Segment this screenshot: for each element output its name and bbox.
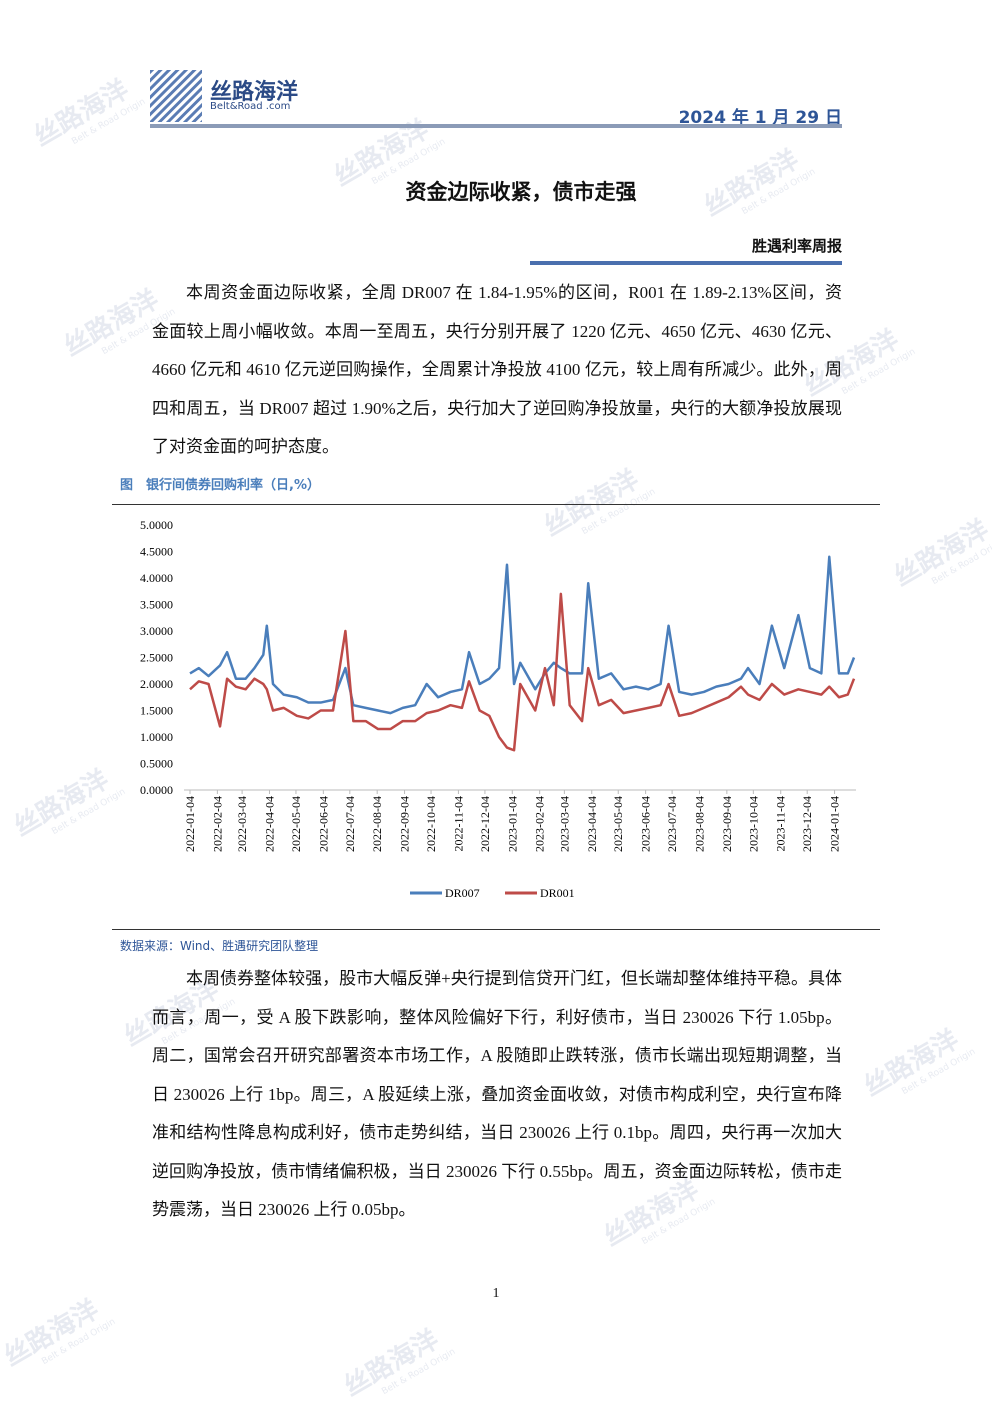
x-tick-label: 2022-09-04 [398,796,412,852]
x-tick-label: 2023-01-04 [505,796,519,852]
paragraph: 本周资金面边际收紧，全周 DR007 在 1.84-1.95%的区间，R001 … [152,283,842,456]
watermark: 丝路海洋 Belt & Road Origin [8,764,128,843]
paragraph: 本周债券整体较强，股市大幅反弹+央行提到信贷开门红，但长端却整体维持平稳。具体而… [152,969,842,1219]
y-tick-label: 1.5000 [140,704,173,718]
y-tick-label: 1.0000 [140,730,173,744]
y-tick-label: 4.0000 [140,571,173,585]
x-tick-label: 2023-09-04 [720,796,734,852]
y-tick-label: 0.5000 [140,757,173,771]
column-rule [530,261,842,265]
logo-icon [150,70,202,122]
series-line [189,592,856,752]
x-tick-label: 2022-12-04 [478,796,492,852]
y-tick-label: 0.0000 [140,783,173,797]
y-tick-label: 2.5000 [140,651,173,665]
x-tick-label: 2022-07-04 [343,796,357,852]
legend-label: DR007 [445,886,480,900]
column-name: 胜遇利率周报 [751,237,842,255]
x-tick-label: 2023-07-04 [665,796,679,852]
x-tick-label: 2023-11-04 [774,796,788,852]
x-tick-label: 2022-04-04 [262,796,276,852]
report-date: 2024 年 1 月 29 日 [678,108,842,128]
x-tick-label: 2023-10-04 [746,796,760,852]
figure-rule [112,929,880,930]
y-tick-label: 5.0000 [140,518,173,532]
x-tick-label: 2023-12-04 [800,796,814,852]
doc-title: 资金边际收紧，债市走强 [405,180,637,204]
watermark: 丝路海洋 Belt & Road Origin [888,514,992,593]
x-tick-label: 2022-11-04 [451,796,465,852]
header-rule [150,124,842,128]
figure-caption: 图 银行间债券回购利率（日,%） [120,478,320,493]
y-tick-label: 3.0000 [140,624,173,638]
legend-label: DR001 [540,886,575,900]
x-tick-label: 2023-06-04 [639,796,653,852]
y-tick-label: 4.5000 [140,545,173,559]
x-tick-label: 2022-08-04 [370,796,384,852]
x-tick-label: 2023-08-04 [692,796,706,852]
x-tick-label: 2022-10-04 [424,796,438,852]
page-number: 1 [492,1286,500,1301]
x-tick-label: 2023-05-04 [611,796,625,852]
logo-text: 丝路海洋 [210,80,299,105]
x-tick-label: 2022-03-04 [235,796,249,852]
x-tick-label: 2022-01-04 [183,796,197,852]
watermark: 丝路海洋 Belt & Road Origin [858,1024,978,1103]
y-tick-label: 2.0000 [140,677,173,691]
x-tick-label: 2023-03-04 [557,796,571,852]
watermark: 丝路海洋 Belt & Road Origin [28,74,148,153]
y-tick-label: 3.5000 [140,598,173,612]
x-tick-label: 2022-05-04 [289,796,303,852]
x-tick-label: 2022-02-04 [210,796,224,852]
figure-rule [112,504,880,505]
x-tick-label: 2023-02-04 [533,796,547,852]
source-note: 数据来源：Wind、胜遇研究团队整理 [120,939,319,953]
watermark: 丝路海洋 Belt & Road Origin [338,1324,458,1403]
logo-subtext: Belt&Road .com [210,101,291,112]
x-tick-label: 2022-06-04 [316,796,330,852]
x-tick-label: 2023-04-04 [585,796,599,852]
series-line [189,555,856,715]
x-tick-label: 2024-01-04 [828,796,842,852]
